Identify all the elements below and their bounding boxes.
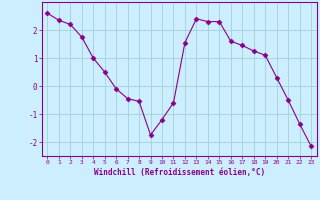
X-axis label: Windchill (Refroidissement éolien,°C): Windchill (Refroidissement éolien,°C) — [94, 168, 265, 177]
